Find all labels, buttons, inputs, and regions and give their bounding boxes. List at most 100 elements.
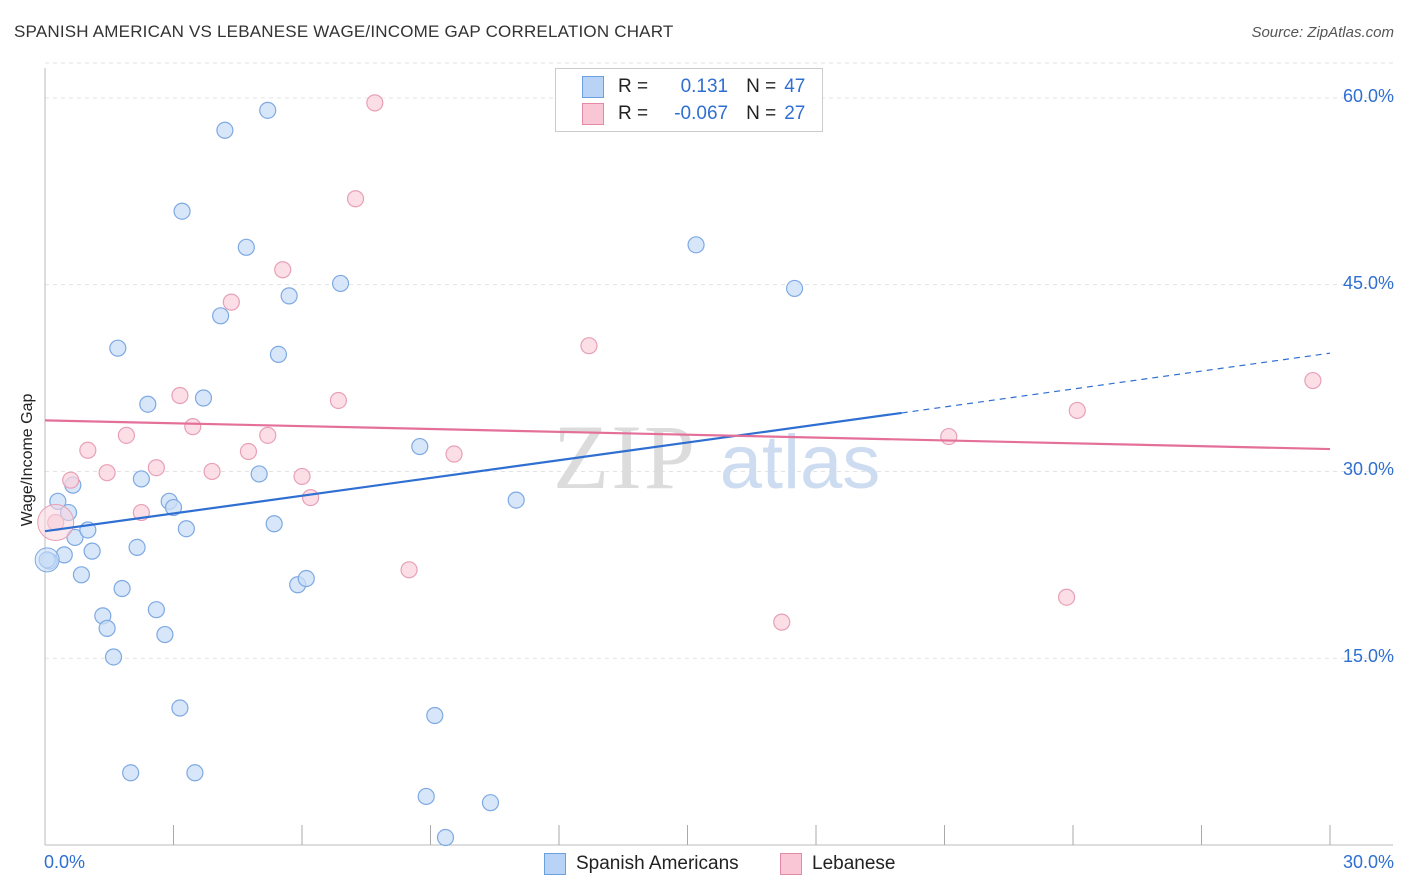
- spanish-americans-point: [194, 389, 213, 407]
- y-tick-label: 45.0%: [1342, 272, 1394, 293]
- legend-n-label: N =: [746, 103, 777, 124]
- spanish-americans-point: [156, 625, 174, 644]
- lebanese-point: [203, 462, 221, 481]
- series-label-lebanese: Lebanese: [812, 853, 896, 874]
- spanish-americans-point: [265, 515, 283, 533]
- spanish-americans-point: [104, 648, 123, 666]
- spanish-americans-point: [250, 465, 268, 483]
- lebanese-point: [400, 561, 418, 579]
- spanish-americans-point: [411, 437, 429, 456]
- lebanese-point: [773, 613, 791, 631]
- legend-swatch-pink: [582, 103, 604, 125]
- spanish-americans-point: [164, 498, 183, 517]
- spanish-americans-point: [83, 542, 101, 560]
- spanish-americans-point: [173, 202, 191, 220]
- correlation-legend: R = 0.131 N = 47 R = -0.067 N = 27: [555, 68, 823, 132]
- legend-r-value: -0.067: [674, 103, 729, 124]
- spanish-americans-trend-line: [44, 411, 902, 533]
- lebanese-point: [117, 426, 135, 444]
- legend-r-label: R =: [618, 76, 649, 97]
- spanish-americans-point-cluster: [34, 547, 60, 573]
- lebanese-point: [445, 445, 463, 463]
- spanish-americans-point: [66, 528, 84, 547]
- spanish-americans-point: [113, 579, 131, 598]
- spanish-americans-point: [72, 566, 91, 584]
- spanish-americans-point: [280, 287, 298, 305]
- watermark: ZIP atlas: [553, 406, 880, 508]
- lebanese-point: [301, 489, 320, 507]
- spanish-americans-point: [122, 764, 140, 782]
- legend-n-label: N =: [746, 76, 777, 97]
- spanish-americans-point: [186, 764, 204, 782]
- spanish-americans-point: [687, 236, 705, 254]
- spanish-americans-point: [237, 238, 255, 256]
- source-credit: Source: ZipAtlas.com: [1251, 24, 1394, 41]
- spanish-americans-point: [417, 787, 435, 806]
- lebanese-point: [184, 418, 202, 436]
- spanish-americans-point: [331, 274, 350, 293]
- spanish-americans-point: [109, 339, 127, 357]
- lebanese-point: [222, 293, 240, 311]
- lebanese-point: [329, 391, 348, 410]
- lebanese-trend-line: [44, 419, 1331, 451]
- lebanese-point: [274, 261, 292, 279]
- spanish-americans-point: [147, 601, 165, 619]
- axes: [44, 68, 1393, 846]
- lebanese-point: [346, 190, 365, 208]
- y-tick-label: 15.0%: [1342, 646, 1394, 667]
- spanish-americans-point: [785, 279, 804, 298]
- x-tick-label-max: 30.0%: [1342, 852, 1394, 872]
- x-tick-label-min: 0.0%: [44, 852, 86, 872]
- legend-row-lebanese: R = -0.067 N = 27: [582, 102, 805, 126]
- spanish-americans-point: [177, 520, 195, 538]
- spanish-americans-point: [507, 491, 525, 509]
- lebanese-point: [147, 459, 165, 477]
- lebanese-point: [580, 337, 598, 355]
- grid-lines: [45, 62, 1393, 659]
- series-label-spanish-americans: Spanish Americans: [576, 853, 739, 874]
- lebanese-point: [940, 427, 958, 446]
- lebanese-point: [79, 441, 97, 459]
- y-axis-label: Wage/Income Gap: [19, 393, 36, 527]
- lebanese-points: [37, 94, 1322, 631]
- spanish-americans-point: [216, 121, 234, 139]
- lebanese-point: [98, 464, 116, 482]
- spanish-americans-point: [259, 101, 277, 119]
- legend-r-label: R =: [618, 103, 649, 124]
- spanish-americans-point: [269, 345, 288, 364]
- spanish-americans-point: [436, 828, 455, 847]
- series-legend-lebanese: Lebanese: [780, 852, 895, 876]
- spanish-americans-point: [139, 395, 157, 413]
- spanish-americans-point: [132, 470, 150, 488]
- lebanese-point: [239, 442, 258, 461]
- legend-r-value: 0.131: [680, 76, 729, 97]
- legend-swatch-blue: [582, 76, 604, 98]
- chart-title: SPANISH AMERICAN VS LEBANESE WAGE/INCOME…: [14, 22, 674, 41]
- lebanese-point: [1304, 371, 1322, 390]
- legend-n-value: 27: [784, 103, 806, 124]
- spanish-americans-point: [98, 619, 116, 637]
- series-swatch-pink: [780, 853, 802, 875]
- lebanese-point: [1057, 588, 1076, 606]
- spanish-americans-point: [297, 569, 315, 588]
- lebanese-point: [62, 471, 80, 489]
- spanish-americans-point: [212, 307, 230, 325]
- spanish-americans-trend-extension: [901, 352, 1331, 414]
- lebanese-point: [293, 467, 311, 486]
- y-tick-label: 30.0%: [1342, 459, 1394, 480]
- spanish-americans-point: [481, 794, 500, 812]
- lebanese-point: [259, 426, 277, 444]
- legend-row-spanish-americans: R = 0.131 N = 47: [582, 75, 805, 99]
- watermark-atlas: atlas: [720, 420, 881, 505]
- lebanese-point: [171, 386, 189, 405]
- lebanese-point: [366, 94, 384, 112]
- spanish-americans-point: [426, 706, 444, 725]
- lebanese-point: [1068, 401, 1086, 420]
- spanish-americans-point: [128, 538, 146, 557]
- legend-n-value: 47: [784, 76, 806, 97]
- y-tick-label: 60.0%: [1342, 85, 1394, 106]
- spanish-americans-point: [171, 699, 189, 717]
- lebanese-point-cluster: [37, 504, 75, 542]
- series-legend-spanish-americans: Spanish Americans: [544, 852, 739, 876]
